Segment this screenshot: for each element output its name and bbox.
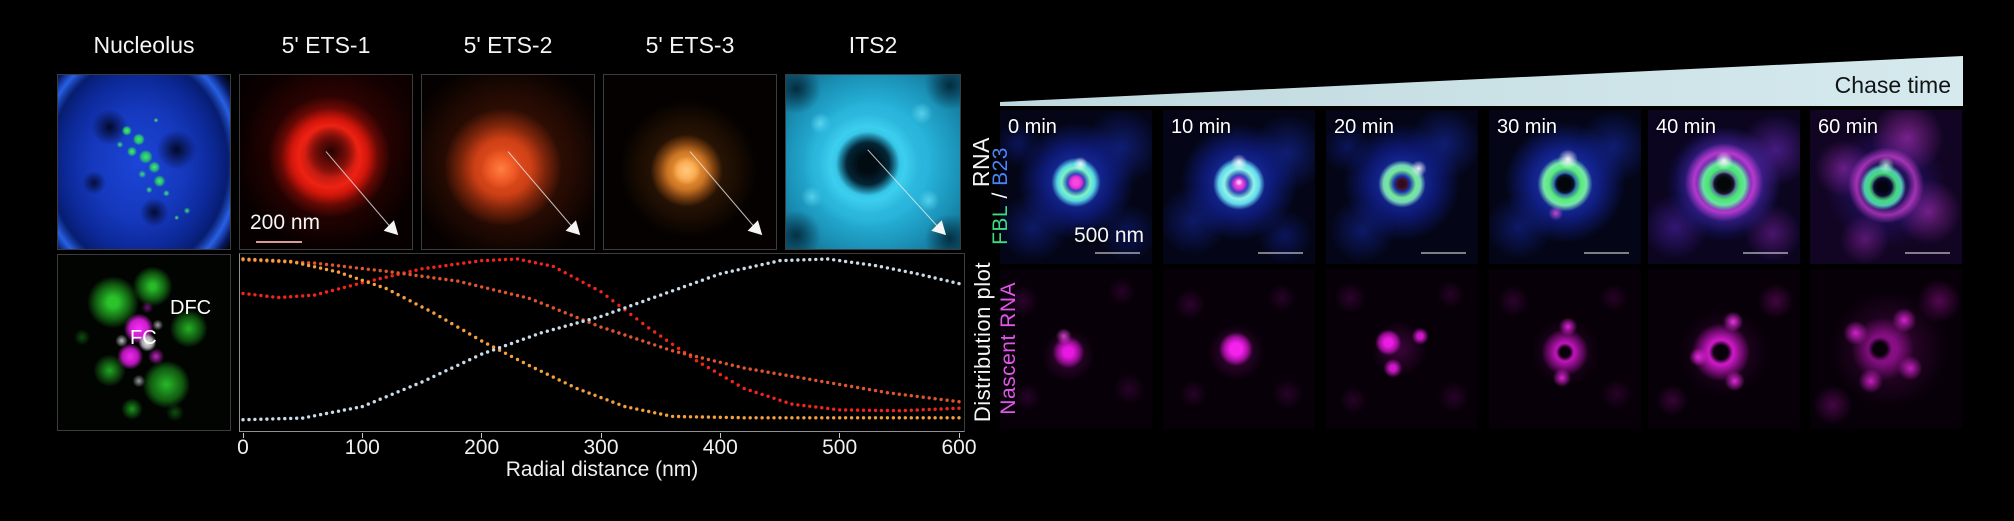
- scale-bar-line: [1584, 252, 1629, 254]
- time-panel-30min-fbl-image: 30 min: [1489, 110, 1641, 264]
- x-tick-label: 400: [702, 436, 738, 459]
- dfc-label: DFC: [170, 297, 212, 319]
- fc-dfc-image: DFC FC: [57, 254, 231, 431]
- time-panel-40min-nascent-rna-image: [1648, 269, 1800, 429]
- fc-label: FC: [130, 327, 157, 349]
- fc-pointer-arrow-icon: [507, 151, 581, 236]
- scale-bar-label-500nm: 500 nm: [1073, 224, 1144, 247]
- chase-time-wedge: Chase time: [1000, 56, 1963, 106]
- scale-bar-line: [1905, 252, 1950, 254]
- x-tick-mark: [958, 433, 960, 438]
- time-panel-30min-nascent-rna-image: [1489, 269, 1641, 429]
- row-label-nascent-rna: Nascent RNA: [997, 281, 1020, 415]
- fbl-label-part: FBL: [989, 204, 1012, 245]
- distribution-plot-curves: [241, 257, 961, 422]
- column-title-its2: ITS2: [848, 32, 898, 58]
- b23-label-part: B23: [989, 147, 1012, 186]
- fc-pointer-arrow-icon: [689, 151, 763, 236]
- column-title-5ets2: 5' ETS-2: [463, 32, 553, 58]
- time-panel-40min-fbl-image: 40 min: [1648, 110, 1800, 264]
- x-tick-label: 300: [583, 436, 619, 459]
- rna-5ets1-image: 200 nm: [239, 74, 413, 250]
- column-title-5ets1: 5' ETS-1: [281, 32, 371, 58]
- time-panel-10min-nascent-rna-image: [1163, 269, 1315, 429]
- row-label-fbl-b23: FBL / B23: [986, 132, 1016, 260]
- rna-5ets3-image: [603, 74, 777, 250]
- column-title-5ets3: 5' ETS-3: [645, 32, 735, 58]
- scale-bar-label-200nm: 200 nm: [250, 211, 321, 234]
- scale-bar-line: [256, 241, 302, 243]
- scale-bar-line: [1421, 252, 1466, 254]
- x-tick-label: 500: [822, 436, 858, 459]
- scale-bar-line: [1258, 252, 1303, 254]
- scale-bar-line: [1743, 252, 1788, 254]
- scale-bar-line: [1095, 252, 1140, 254]
- nucleolus-image: [57, 74, 231, 250]
- column-title-nucleolus: Nucleolus: [93, 32, 195, 58]
- x-tick-mark: [361, 433, 363, 438]
- time-panel-60min-nascent-rna-image: [1810, 269, 1962, 429]
- x-tick-label: 100: [344, 436, 380, 459]
- x-tick-mark: [719, 433, 721, 438]
- distribution-plot: [239, 253, 965, 432]
- x-tick-label: 200: [464, 436, 500, 459]
- x-tick-mark: [242, 433, 244, 438]
- x-axis-title: Radial distance (nm): [505, 458, 699, 481]
- rna-its2-image: [785, 74, 961, 250]
- time-label-20min: 20 min: [1334, 116, 1395, 138]
- time-panel-20min-fbl-image: 20 min: [1326, 110, 1478, 264]
- x-tick-label: 0: [237, 436, 249, 459]
- time-label-40min: 40 min: [1656, 116, 1717, 138]
- x-tick-label: 600: [941, 436, 977, 459]
- fc-pointer-arrow-icon: [325, 151, 399, 236]
- time-label-60min: 60 min: [1818, 116, 1879, 138]
- x-tick-mark: [600, 433, 602, 438]
- time-panel-20min-nascent-rna-image: [1326, 269, 1478, 429]
- time-panel-10min-fbl-image: 10 min: [1163, 110, 1315, 264]
- rna-5ets2-image: [421, 74, 595, 250]
- fbl-b23-separator: /: [989, 185, 1012, 205]
- chase-time-label: Chase time: [1834, 72, 1951, 98]
- time-panel-0min-fbl-image: 0 min 500 nm: [1000, 110, 1152, 264]
- x-tick-mark: [481, 433, 483, 438]
- time-panel-60min-fbl-image: 60 min: [1810, 110, 1962, 264]
- time-label-30min: 30 min: [1497, 116, 1558, 138]
- time-label-10min: 10 min: [1171, 116, 1232, 138]
- time-panel-0min-nascent-rna-image: [1000, 269, 1152, 429]
- fc-pointer-arrow-icon: [867, 149, 947, 236]
- time-label-0min: 0 min: [1008, 116, 1057, 138]
- x-tick-mark: [839, 433, 841, 438]
